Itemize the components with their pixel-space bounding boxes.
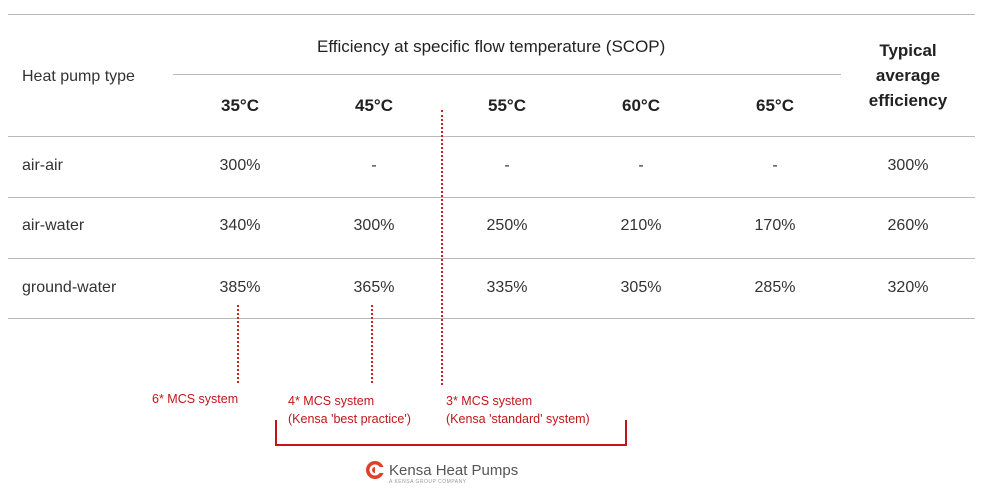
kensa-logo-text: Kensa Heat Pumps — [389, 461, 519, 479]
row-label: air-water — [22, 217, 85, 234]
leader-3star — [441, 110, 443, 385]
table-cell: - — [504, 157, 510, 174]
table-cell: 340% — [219, 217, 261, 234]
row-label: ground-water — [22, 279, 117, 296]
table-bottom-rule — [8, 318, 975, 319]
leader-4star — [371, 305, 373, 383]
row-rule — [8, 258, 975, 259]
leader-6star — [237, 305, 239, 383]
table-cell: - — [772, 157, 778, 174]
annotation-4star-line2: (Kensa 'best practice') — [288, 412, 411, 426]
table-cell: 300% — [219, 157, 261, 174]
table-cell: 305% — [620, 279, 662, 296]
header-heat-pump-type: Heat pump type — [22, 68, 135, 85]
table-top-rule — [8, 14, 975, 15]
header-temp-65: 65°C — [756, 96, 794, 115]
table-cell-typical: 300% — [887, 157, 929, 174]
header-bottom-rule — [8, 136, 975, 137]
table-cell: 170% — [754, 217, 796, 234]
table-cell-typical: 320% — [887, 279, 929, 296]
table-cell: 210% — [620, 217, 662, 234]
table-cell: 335% — [486, 279, 528, 296]
table-cell: 385% — [219, 279, 261, 296]
header-scop-title: Efficiency at specific flow temperature … — [317, 37, 666, 56]
annotation-3star-line2: (Kensa 'standard' system) — [446, 412, 590, 426]
header-typical-efficiency: Typical average efficiency — [868, 41, 948, 110]
table-cell: 300% — [353, 217, 395, 234]
header-temp-55: 55°C — [488, 96, 526, 115]
header-temp-35: 35°C — [221, 96, 259, 115]
header-temp-60: 60°C — [622, 96, 660, 115]
row-label: air-air — [22, 157, 63, 174]
header-temp-45: 45°C — [355, 96, 393, 115]
table-cell: 250% — [486, 217, 528, 234]
header-sub-rule — [173, 74, 841, 75]
row-rule — [8, 197, 975, 198]
annotation-6star: 6* MCS system — [152, 392, 239, 406]
table-cell: - — [371, 157, 377, 174]
kensa-logo-subtext: A KENSA GROUP COMPANY — [389, 479, 467, 485]
annotation-4star-line1: 4* MCS system — [288, 394, 375, 408]
table-cell-typical: 260% — [887, 217, 929, 234]
kensa-logo-icon — [365, 460, 385, 480]
table-cell: 285% — [754, 279, 796, 296]
annotation-3star-line1: 3* MCS system — [446, 394, 533, 408]
table-cell: - — [638, 157, 644, 174]
table-cell: 365% — [353, 279, 395, 296]
annotation-bracket — [275, 420, 627, 446]
kensa-logo: Kensa Heat Pumps A KENSA GROUP COMPANY — [365, 455, 518, 485]
